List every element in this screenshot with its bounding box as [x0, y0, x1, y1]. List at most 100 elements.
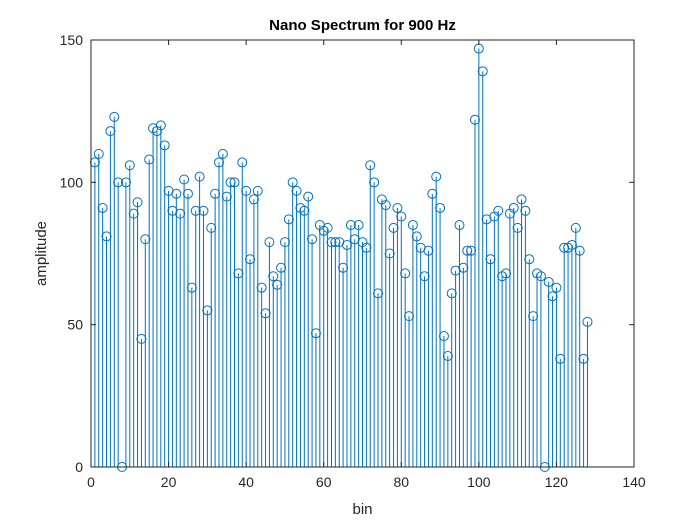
stem-marker [303, 191, 314, 202]
stem-marker [89, 157, 100, 168]
stem-marker [570, 222, 581, 233]
stem-marker [361, 242, 372, 253]
stem-marker [221, 191, 232, 202]
plot-box [90, 39, 635, 468]
stem-marker [535, 271, 546, 282]
stem-marker [427, 188, 438, 199]
stem-marker [217, 148, 228, 159]
stem-marker [151, 126, 162, 137]
stem-marker [260, 308, 271, 319]
stem-marker [310, 328, 321, 339]
stem-marker [574, 245, 585, 256]
stem-marker [237, 157, 248, 168]
chart-title: Nano Spectrum for 900 Hz [269, 17, 456, 34]
x-tick-label: 100 [467, 474, 491, 490]
stem-marker [431, 171, 442, 182]
stem-marker [279, 237, 290, 248]
stem-marker [198, 205, 209, 216]
stem-marker [299, 205, 310, 216]
stem-marker [504, 208, 515, 219]
stem-marker [194, 171, 205, 182]
stem-marker [489, 211, 500, 222]
stem-marker [109, 111, 120, 122]
x-tick-label: 60 [316, 474, 332, 490]
stem-marker [245, 254, 256, 265]
stem-marker [501, 268, 512, 279]
stem-marker [392, 202, 403, 213]
stem-marker [182, 188, 193, 199]
stem-marker [175, 208, 186, 219]
y-tick-label: 150 [60, 32, 84, 48]
stem-marker [477, 66, 488, 77]
stem-marker [458, 262, 469, 273]
stem-marker [140, 234, 151, 245]
stem-marker [341, 239, 352, 250]
stem-marker [407, 220, 418, 231]
axis-ticks: 0 20 40 60 80 100 120 140 0 50 100 150 [60, 32, 646, 490]
stem-marker [508, 202, 519, 213]
stem-marker [252, 185, 263, 196]
stem-marker [326, 237, 337, 248]
stem-marker [202, 305, 213, 316]
stem-marker [369, 177, 380, 188]
y-tick-label: 50 [67, 317, 83, 333]
stem-marker [338, 262, 349, 273]
stem-marker [113, 177, 124, 188]
stem-marker [566, 239, 577, 250]
stem-marker [322, 222, 333, 233]
x-tick-label: 20 [161, 474, 177, 490]
stem-marker [330, 237, 341, 248]
stem-marker [357, 237, 368, 248]
stem-marker [462, 245, 473, 256]
stem-marker [400, 268, 411, 279]
stem-marker [272, 279, 283, 290]
stem-marker [411, 231, 422, 242]
stem-marker [373, 288, 384, 299]
stem-marker [248, 194, 259, 205]
stem-marker [353, 220, 364, 231]
stem-marker [213, 157, 224, 168]
stem-marker [466, 245, 477, 256]
stem-marker [543, 276, 554, 287]
stem-marker [132, 197, 143, 208]
stem-marker [547, 291, 558, 302]
stem-marker [365, 160, 376, 171]
x-tick-label: 120 [545, 474, 569, 490]
stem-marker [419, 271, 430, 282]
stem-marker [291, 185, 302, 196]
stem-marker [186, 282, 197, 293]
stem-marker [264, 237, 275, 248]
stem-series [89, 43, 593, 472]
stem-marker [283, 214, 294, 225]
stem-marker [241, 185, 252, 196]
y-axis-label: amplitude [33, 221, 50, 286]
stem-marker [233, 268, 244, 279]
stem-marker [225, 177, 236, 188]
stem-marker [551, 282, 562, 293]
stem-marker [210, 188, 221, 199]
stem-marker [446, 288, 457, 299]
stem-marker [307, 234, 318, 245]
stem-marker [276, 262, 287, 273]
stem-marker [136, 333, 147, 344]
stem-marker [469, 114, 480, 125]
y-tick-label: 0 [75, 459, 83, 475]
stem-marker [528, 311, 539, 322]
stem-marker [388, 222, 399, 233]
stem-marker [380, 200, 391, 211]
stem-marker [435, 202, 446, 213]
stem-marker [485, 254, 496, 265]
stem-marker [438, 331, 449, 342]
stem-marker [423, 245, 434, 256]
stem-marker [179, 174, 190, 185]
stem-marker [376, 194, 387, 205]
stem-marker [345, 220, 356, 231]
stem-marker [512, 222, 523, 233]
stem-marker [256, 282, 267, 293]
stem-marker [97, 202, 108, 213]
stem-marker [206, 222, 217, 233]
stem-marker [516, 194, 527, 205]
stem-marker [101, 231, 112, 242]
stem-marker [524, 254, 535, 265]
